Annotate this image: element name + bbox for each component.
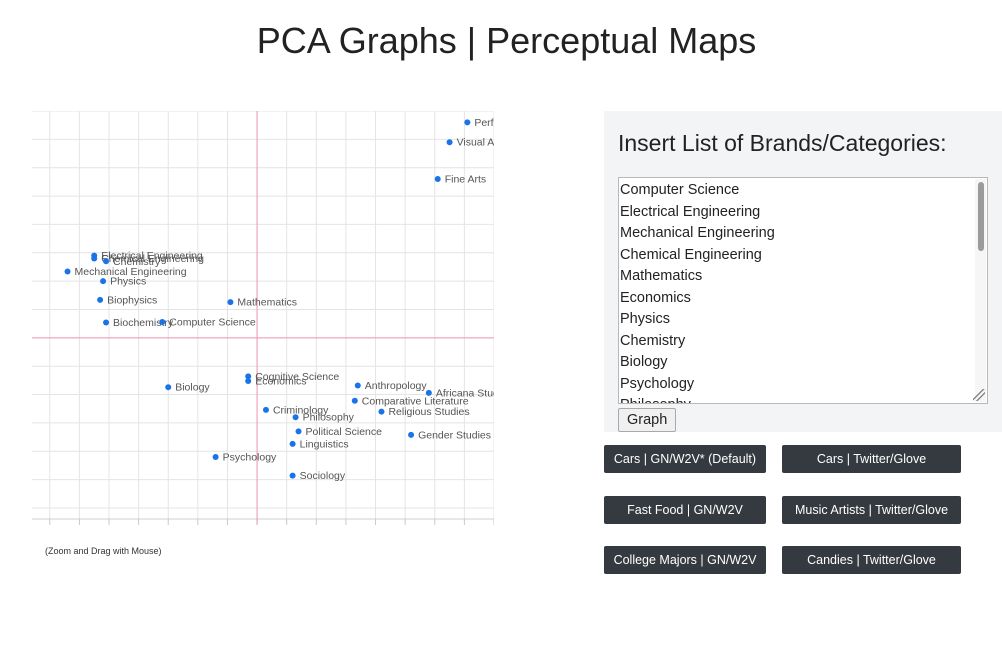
chart-grid [32,111,494,525]
brand-list-line: Chemical Engineering [620,246,762,263]
data-point-label: Fine Arts [445,174,486,186]
data-point [434,176,441,183]
brand-list-line: Computer Science [620,182,740,198]
brand-list-line: Biology [620,354,668,370]
data-point [464,119,471,126]
music-twitter-button[interactable]: Music Artists | Twitter/Glove [782,496,961,524]
data-point-label: Criminology [273,404,329,416]
scatter-plot[interactable]: Performing Arts Visual Arts Fine Arts Elect… [32,111,494,525]
data-point [446,139,453,146]
pca-chart[interactable]: Performing Arts Visual Arts Fine Arts Elect… [32,111,494,525]
data-point [245,373,252,380]
brand-list-lines: Computer Science Electrical Engineering Me… [620,180,775,403]
data-point [212,453,219,460]
data-point-label: Physics [110,276,146,288]
data-point-label: Biochemistry [113,317,174,329]
brand-list-line: Philosophy [620,395,775,403]
panel-heading: Insert List of Brands/Categories: [618,130,947,156]
data-point [351,397,358,404]
brand-list-line: Electrical Engineering [620,203,761,220]
data-point-label: Performing Arts [474,117,494,129]
candies-twitter-button[interactable]: Candies | Twitter/Glove [782,546,961,574]
data-point [100,278,107,285]
brand-list-line: Mathematics [620,268,703,284]
cars-twitter-button[interactable]: Cars | Twitter/Glove [782,445,961,473]
textarea-scrollbar[interactable] [975,179,986,402]
data-point-label: Psychology [223,451,277,463]
data-point-label: Comparative Literature [362,395,469,407]
fastfood-gn-button[interactable]: Fast Food | GN/W2V [604,496,766,524]
resize-grip-icon[interactable] [973,389,985,401]
brand-list-line: Mechanical Engineering [620,225,775,241]
data-point [289,440,296,447]
data-point [425,389,432,396]
brand-list-line: Physics [620,311,670,327]
brand-input-panel: Insert List of Brands/Categories: Comput… [604,111,1002,432]
graph-button[interactable]: Graph [618,408,677,432]
data-point-label: Religious Studies [388,406,469,418]
data-point [295,428,302,435]
data-point [165,384,172,391]
data-point [354,382,361,389]
cars-gn-button[interactable]: Cars | GN/W2V* (Default) [604,445,766,473]
data-point [103,319,110,326]
scrollbar-thumb[interactable] [978,182,984,251]
data-point-label: Philosophy [303,412,355,424]
brand-list-line: Psychology [620,375,695,392]
data-point [64,268,71,275]
zoom-hint: (Zoom and Drag with Mouse) [45,546,162,556]
data-point-label: Chemistry [113,256,161,268]
data-point [292,414,299,421]
data-point [91,255,98,262]
data-point [245,377,252,384]
data-point-label: Africana Studies [436,387,494,399]
data-point-label: Chemical Engineering [101,253,204,265]
college-gn-button[interactable]: College Majors | GN/W2V [604,546,766,574]
brand-list-textarea[interactable]: Computer Science Electrical Engineering Me… [618,177,988,404]
data-point-label: Mechanical Engineering [75,266,187,278]
data-point-label: Visual Arts [457,137,494,149]
data-point-label: Computer Science [169,316,256,328]
data-point-label: Linguistics [300,438,349,450]
data-point-label: Gender Studies [418,429,491,441]
data-point-label: Biology [175,382,210,394]
data-point-label: Biophysics [107,294,157,306]
data-point-label: Cognitive Science [255,371,339,383]
data-point-label: Anthropology [365,380,428,392]
data-point [378,408,385,415]
data-point [103,258,110,265]
data-point-label: Electrical Engineering [101,250,203,262]
data-point [408,431,415,438]
data-point [227,299,234,306]
data-point [97,296,104,303]
brand-list-line: Economics [620,289,691,306]
brand-list-line: Chemistry [620,332,686,349]
data-point-label: Sociology [300,470,346,482]
data-point [159,318,166,325]
data-point-label: Economics [255,375,306,387]
data-point [289,472,296,479]
page-title: PCA Graphs | Perceptual Maps [256,20,757,61]
data-point-label: Political Science [306,426,383,438]
data-point [262,406,269,413]
data-point-label: Mathematics [237,297,297,309]
